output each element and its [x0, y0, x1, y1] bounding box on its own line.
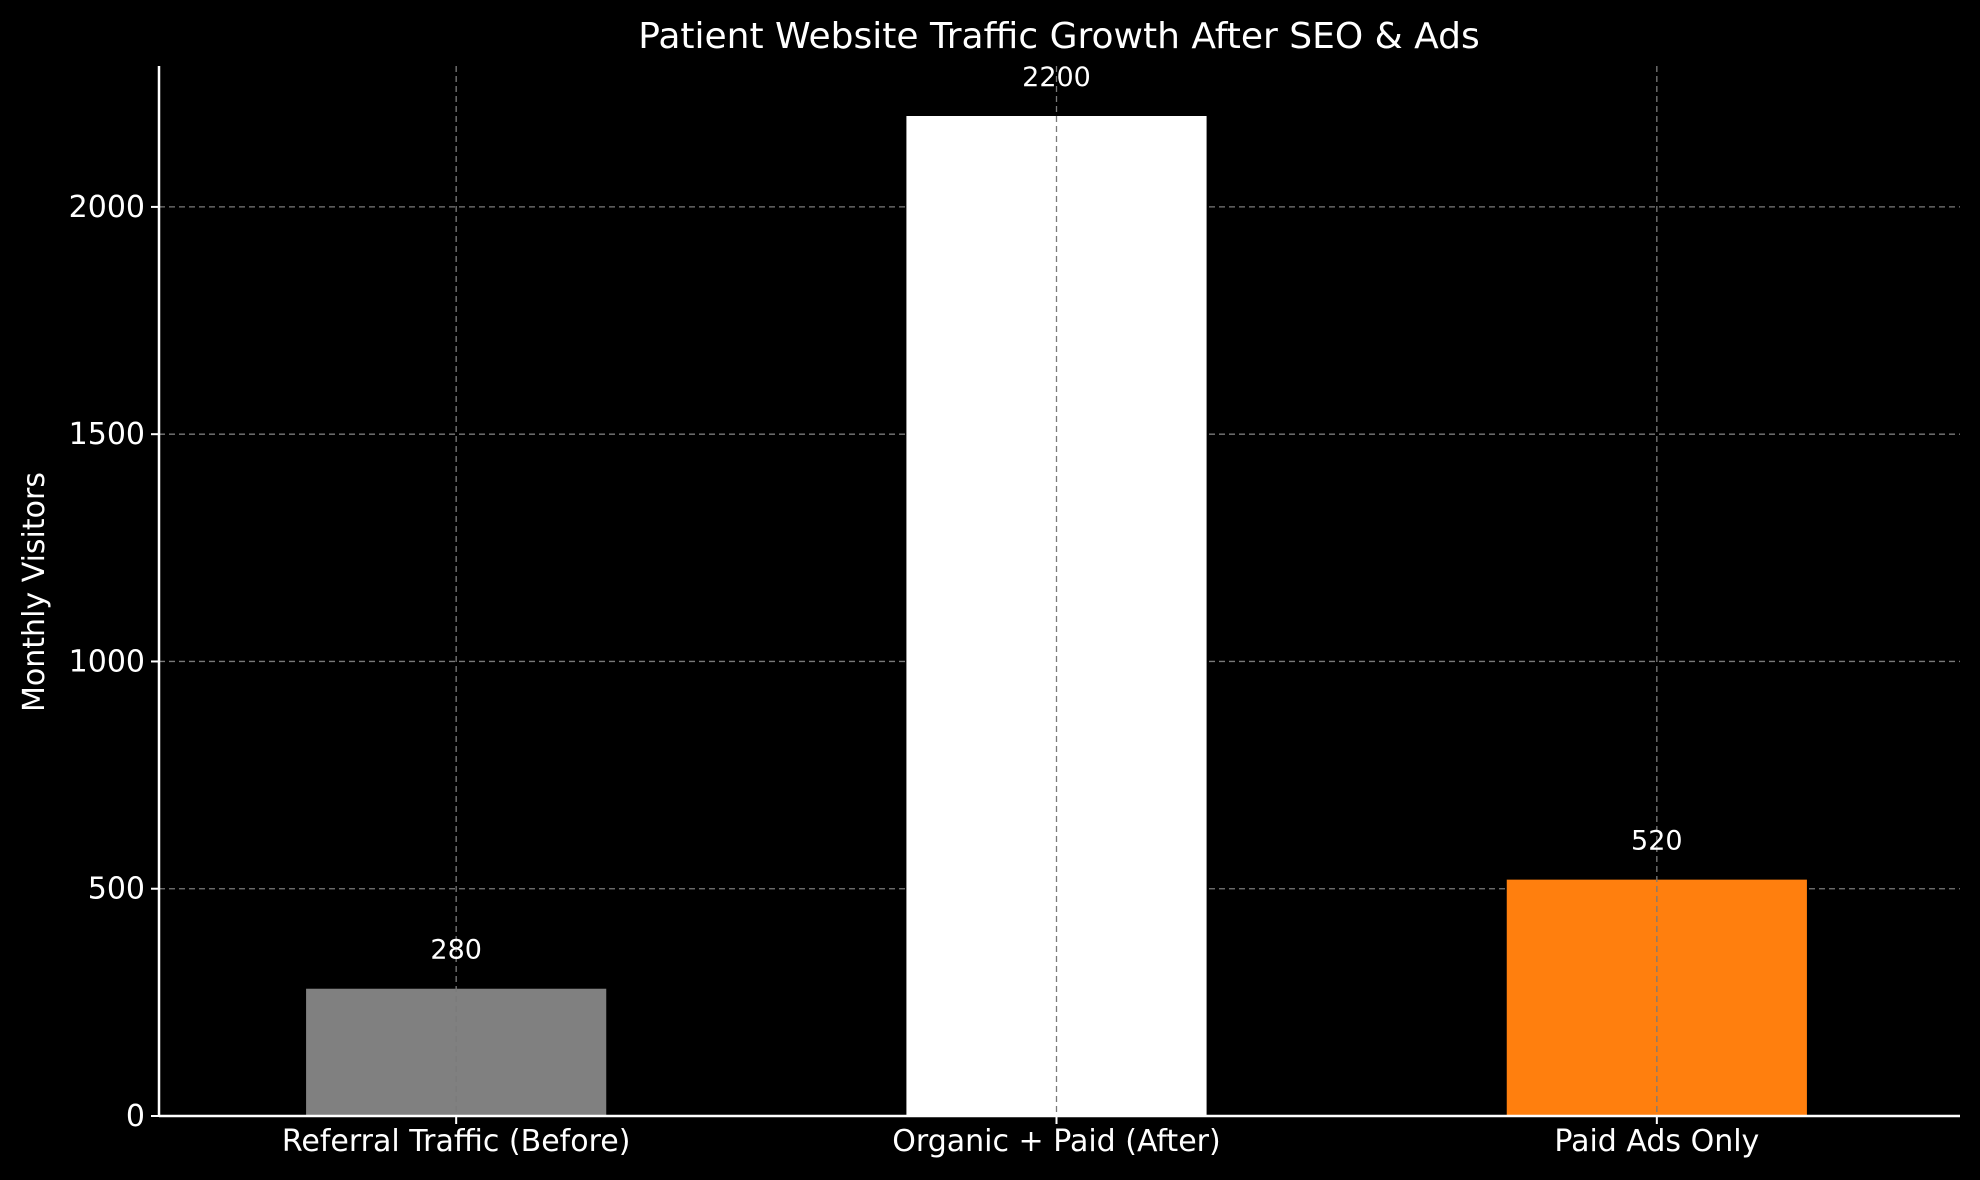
x-tick-label: Paid Ads Only: [1554, 1124, 1759, 1159]
data-label: 280: [430, 935, 482, 966]
labels-layer: 0 500 1000 1500 2000 280 2200 520 Referral Traff…: [69, 62, 1760, 1159]
data-label: 520: [1631, 826, 1683, 857]
y-tick-label: 2000: [69, 190, 145, 225]
data-label: 2200: [1022, 62, 1091, 93]
axes-layer: [151, 66, 1960, 1124]
y-tick-label: 1000: [69, 644, 145, 679]
chart-title: Patient Website Traffic Growth After SEO…: [638, 16, 1479, 57]
y-tick-label: 1500: [69, 417, 145, 452]
y-axis-label: Monthly Visitors: [17, 472, 52, 712]
vertical-grid-layer: [455, 66, 1658, 1116]
y-tick-label: 500: [88, 872, 145, 907]
y-tick-label: 0: [126, 1099, 145, 1134]
x-tick-label: Organic + Paid (After): [892, 1124, 1220, 1159]
x-tick-label: Referral Traffic (Before): [282, 1124, 631, 1159]
